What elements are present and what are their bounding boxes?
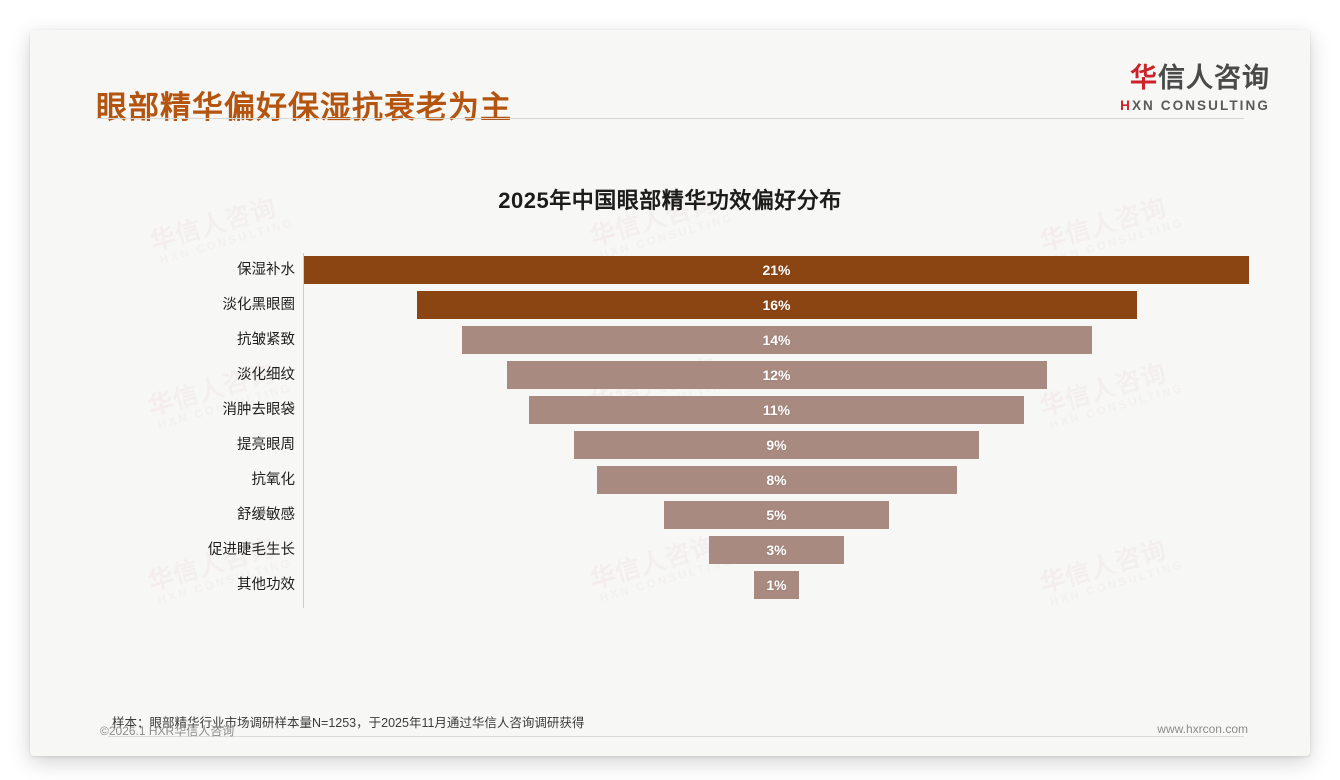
slide-footer: ©2026.1 HXR华信人咨询 www.hxrcon.com: [30, 722, 1310, 742]
funnel-bar-track: 5%: [304, 498, 1310, 533]
funnel-bar[interactable]: 16%: [416, 291, 1137, 319]
funnel-category-label: 淡化细纹: [237, 367, 295, 383]
footer-website: www.hxrcon.com: [1157, 722, 1248, 736]
brand-logo-cn-rest: 信人咨询: [1158, 63, 1270, 93]
funnel-bar-track: 21%: [304, 253, 1310, 288]
funnel-bar-value: 5%: [766, 507, 787, 523]
page-title: 眼部精华偏好保湿抗衰老为主: [96, 90, 512, 125]
funnel-bar[interactable]: 3%: [709, 536, 844, 564]
funnel-bar[interactable]: 12%: [506, 361, 1047, 389]
funnel-bar-track: 8%: [304, 463, 1310, 498]
funnel-category-label: 提亮眼周: [237, 437, 295, 453]
funnel-bar-track: 9%: [304, 428, 1310, 463]
funnel-category-label: 舒缓敏感: [237, 507, 295, 523]
funnel-bar-value: 9%: [766, 437, 787, 453]
brand-logo-cn: 华信人咨询: [1120, 56, 1270, 95]
funnel-category-label: 抗皱紧致: [237, 332, 295, 348]
funnel-category-label: 保湿补水: [237, 262, 295, 278]
funnel-category-label: 消肿去眼袋: [222, 402, 296, 418]
funnel-row: 促进睫毛生长 3%: [30, 533, 1310, 568]
funnel-bar-value: 8%: [766, 472, 787, 488]
chart-footnote: 样本：眼部精华行业市场调研样本量N=1253，于2025年11月通过华信人咨询调…: [112, 716, 585, 730]
funnel-bar-value: 14%: [762, 332, 791, 348]
brand-logo: 华信人咨询 HXN CONSULTING: [1120, 56, 1270, 113]
title-divider: [96, 118, 1244, 119]
funnel-bar[interactable]: 21%: [304, 256, 1249, 284]
funnel-bar-value: 21%: [762, 262, 791, 278]
funnel-row: 淡化黑眼圈 16%: [30, 288, 1310, 323]
funnel-bar[interactable]: 11%: [529, 396, 1024, 424]
funnel-bar-value: 12%: [762, 367, 791, 383]
funnel-bar[interactable]: 9%: [574, 431, 979, 459]
funnel-bar[interactable]: 14%: [461, 326, 1092, 354]
chart-area: 2025年中国眼部精华功效偏好分布 保湿补水 21% 淡化黑眼圈 16% 抗皱紧致 14%…: [30, 130, 1310, 670]
brand-logo-en-red: H: [1120, 98, 1132, 113]
funnel-bar[interactable]: 5%: [664, 501, 889, 529]
funnel-row: 保湿补水 21%: [30, 253, 1310, 288]
funnel-chart: 保湿补水 21% 淡化黑眼圈 16% 抗皱紧致 14% 淡化细纹 12% 消肿去眼袋 11% 提亮眼…: [30, 253, 1310, 613]
funnel-category-label: 其他功效: [237, 577, 295, 593]
brand-logo-en-rest: XN CONSULTING: [1131, 98, 1270, 113]
brand-logo-cn-red: 华: [1130, 63, 1158, 93]
funnel-bar-track: 12%: [304, 358, 1310, 393]
funnel-row: 其他功效 1%: [30, 568, 1310, 603]
funnel-bar-value: 1%: [766, 577, 787, 593]
chart-title: 2025年中国眼部精华功效偏好分布: [498, 188, 842, 213]
funnel-bar-track: 1%: [304, 568, 1310, 603]
funnel-row: 抗皱紧致 14%: [30, 323, 1310, 358]
brand-logo-en: HXN CONSULTING: [1120, 98, 1270, 113]
chart-axis-line: [303, 253, 304, 608]
funnel-bar[interactable]: 8%: [596, 466, 957, 494]
funnel-bar-track: 3%: [304, 533, 1310, 568]
funnel-bar-track: 11%: [304, 393, 1310, 428]
funnel-bar-track: 14%: [304, 323, 1310, 358]
funnel-row: 淡化细纹 12%: [30, 358, 1310, 393]
funnel-bar-track: 16%: [304, 288, 1310, 323]
funnel-bar-value: 11%: [762, 402, 791, 418]
funnel-category-label: 淡化黑眼圈: [222, 297, 296, 313]
funnel-row: 抗氧化 8%: [30, 463, 1310, 498]
slide-card: 华信人咨询 HXN CONSULTING 华信人咨询 HXN CONSULTIN…: [30, 30, 1310, 756]
footer-copyright: ©2026.1 HXR华信人咨询: [100, 724, 235, 738]
funnel-category-label: 促进睫毛生长: [208, 542, 295, 558]
funnel-row: 消肿去眼袋 11%: [30, 393, 1310, 428]
funnel-row: 舒缓敏感 5%: [30, 498, 1310, 533]
footer-divider: [108, 736, 1244, 737]
funnel-bar[interactable]: 1%: [754, 571, 799, 599]
funnel-bar-value: 16%: [762, 297, 791, 313]
funnel-category-label: 抗氧化: [251, 472, 296, 488]
funnel-bar-value: 3%: [766, 542, 787, 558]
slide-header: 眼部精华偏好保湿抗衰老为主 华信人咨询 HXN CONSULTING: [30, 30, 1310, 126]
funnel-row: 提亮眼周 9%: [30, 428, 1310, 463]
